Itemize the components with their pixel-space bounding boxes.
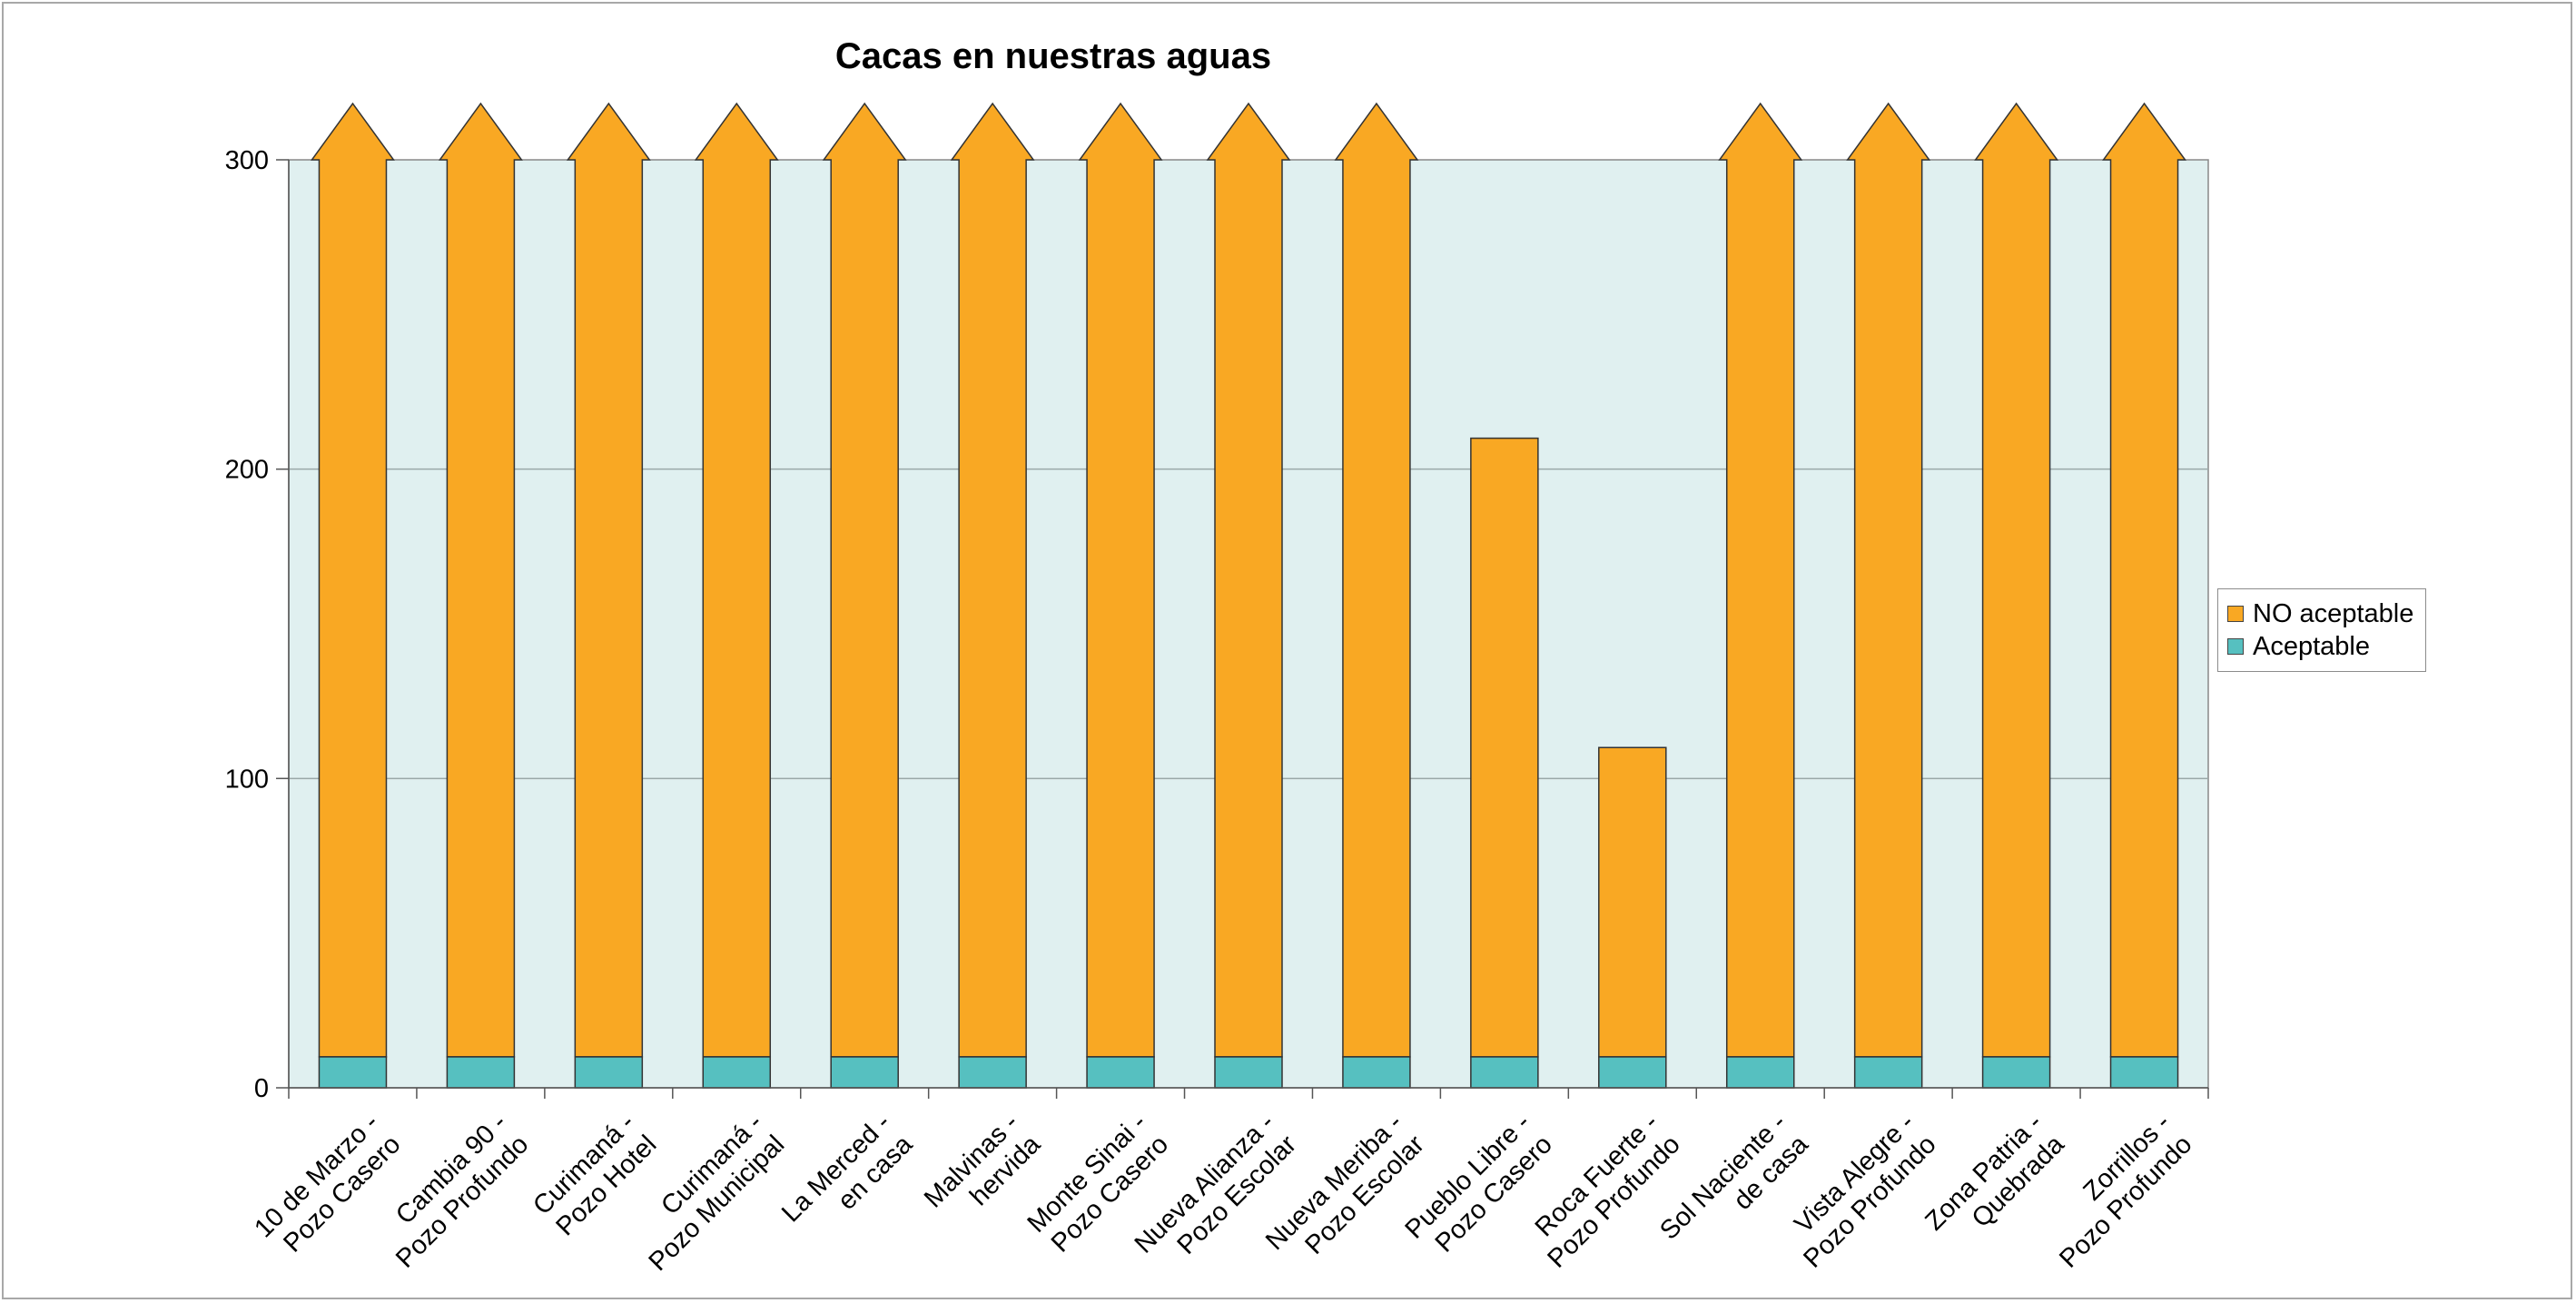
bar-aceptable xyxy=(1342,1056,1411,1089)
legend-label-aceptable: Aceptable xyxy=(2253,631,2370,661)
x-tick-label: La Merced -en casa xyxy=(776,1108,919,1250)
bar-aceptable xyxy=(702,1056,772,1089)
bar-no-aceptable xyxy=(1974,102,2059,1058)
bar-aceptable xyxy=(574,1056,644,1089)
x-tick-label: Nueva Meriba -Pozo Escolar xyxy=(1260,1108,1430,1278)
bar-aceptable xyxy=(1086,1056,1155,1089)
y-tick-label: 300 xyxy=(225,146,269,175)
bar-aceptable xyxy=(1598,1056,1667,1089)
x-tick-label: Roca Fuerte -Pozo Profundo xyxy=(1520,1108,1685,1273)
chart-legend: NO aceptable Aceptable xyxy=(2217,588,2426,672)
bar-no-aceptable xyxy=(1598,746,1667,1058)
bar-aceptable xyxy=(1725,1056,1795,1089)
bar-aceptable xyxy=(958,1056,1027,1089)
bar-no-aceptable xyxy=(1206,102,1291,1058)
x-tick-label: Zona Patria -Quebrada xyxy=(1920,1108,2070,1259)
x-tick-label: 10 de Marzo -Pozo Casero xyxy=(249,1108,406,1265)
legend-swatch-no-aceptable xyxy=(2227,606,2244,622)
bar-aceptable xyxy=(446,1056,516,1089)
x-tick-label: Pueblo Libre -Pozo Casero xyxy=(1400,1108,1558,1266)
bar-aceptable xyxy=(830,1056,899,1089)
y-tick-label: 200 xyxy=(225,456,269,485)
bar-no-aceptable xyxy=(950,102,1035,1058)
bar-no-aceptable xyxy=(694,102,779,1058)
chart-title: Cacas en nuestras aguas xyxy=(834,36,1272,76)
x-tick-label: Curimaná -Pozo Municipal xyxy=(622,1108,791,1277)
x-tick-label: Sol Naciente -de casa xyxy=(1654,1108,1814,1268)
legend-swatch-aceptable xyxy=(2227,638,2244,655)
bar-no-aceptable xyxy=(1470,437,1539,1058)
bar-aceptable xyxy=(1981,1056,2051,1089)
bar-aceptable xyxy=(318,1056,388,1089)
x-tick-label: Curimaná -Pozo Hotel xyxy=(528,1108,662,1242)
bar-aceptable xyxy=(1853,1056,1923,1089)
bar-no-aceptable xyxy=(1078,102,1163,1058)
bar-no-aceptable xyxy=(822,102,907,1058)
legend-label-no-aceptable: NO aceptable xyxy=(2253,598,2414,628)
x-tick-label: Zorrillos -Pozo Profundo xyxy=(2032,1108,2197,1273)
bar-no-aceptable xyxy=(566,102,651,1058)
x-tick-label: Vista Alegre -Pozo Profundo xyxy=(1776,1108,1941,1273)
bar-aceptable xyxy=(2109,1056,2179,1089)
bar-no-aceptable xyxy=(438,102,523,1058)
y-tick-label: 0 xyxy=(254,1074,269,1103)
bar-no-aceptable xyxy=(1334,102,1419,1058)
x-tick-label: Cambia 90 -Pozo Profundo xyxy=(369,1108,534,1273)
bar-aceptable xyxy=(1470,1056,1539,1089)
bar-no-aceptable xyxy=(1718,102,1803,1058)
bar-no-aceptable xyxy=(2102,102,2187,1058)
legend-item-aceptable: Aceptable xyxy=(2227,631,2370,662)
bar-no-aceptable xyxy=(1846,102,1931,1058)
bar-no-aceptable xyxy=(310,102,395,1058)
bar-aceptable xyxy=(1214,1056,1283,1089)
y-tick-label: 100 xyxy=(225,765,269,794)
legend-item-no-aceptable: NO aceptable xyxy=(2227,598,2413,629)
